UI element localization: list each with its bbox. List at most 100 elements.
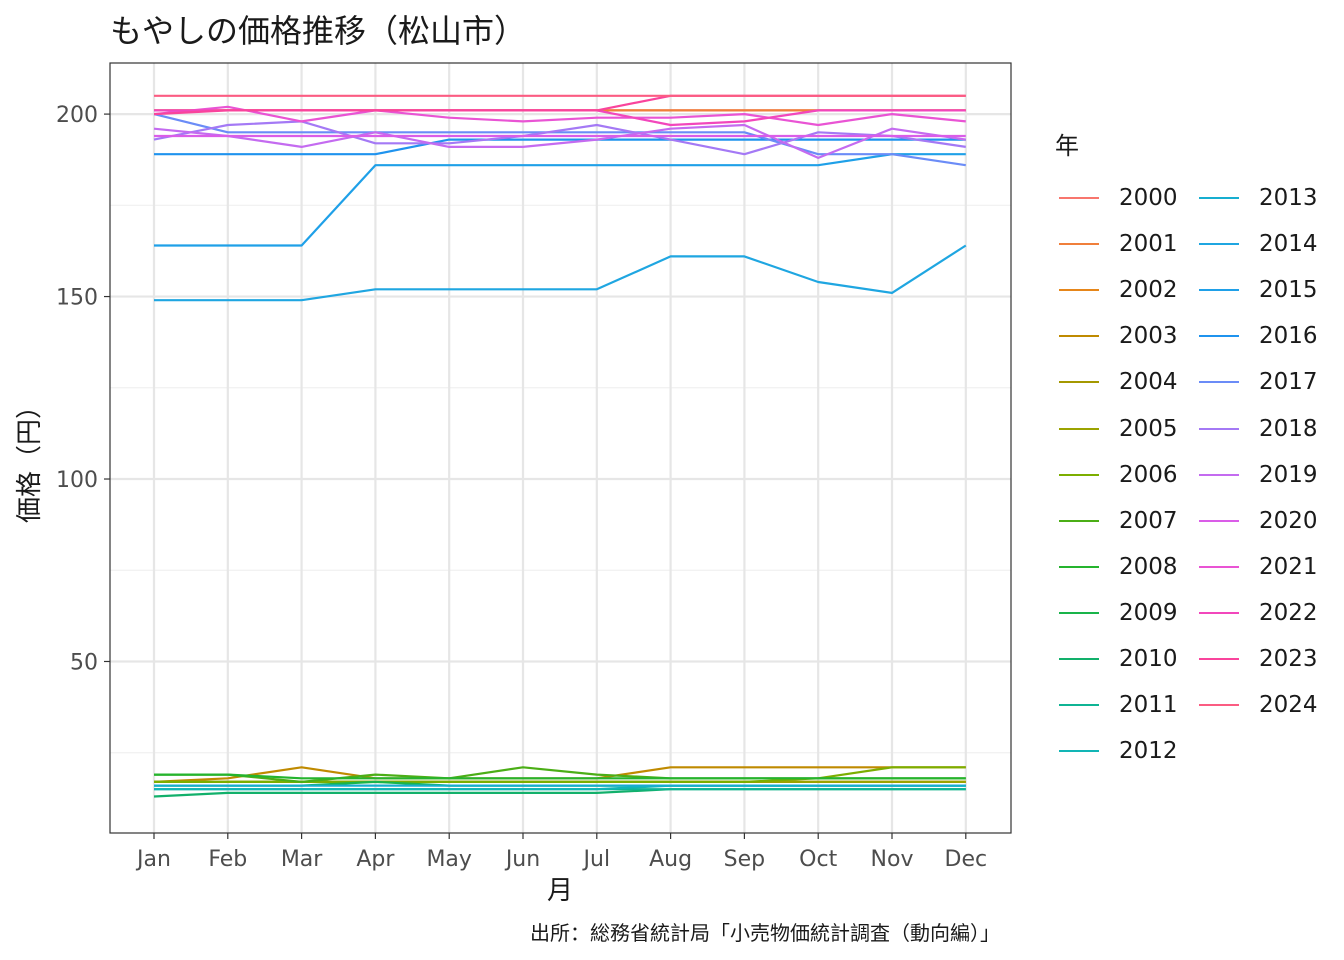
x-tick-label: Dec [945, 847, 988, 872]
legend-item-2008: 2008 [1055, 544, 1195, 590]
legend-item-2013: 2013 [1195, 175, 1335, 221]
legend-item-2007: 2007 [1055, 498, 1195, 544]
legend-label: 2005 [1119, 415, 1178, 442]
legend-label: 2017 [1259, 369, 1318, 396]
legend-item-2019: 2019 [1195, 452, 1335, 498]
legend-label: 2002 [1119, 277, 1178, 304]
legend-item-2020: 2020 [1195, 498, 1335, 544]
legend-item-2004: 2004 [1055, 359, 1195, 405]
legend-swatch [1199, 243, 1239, 246]
legend-swatch [1059, 197, 1099, 200]
legend-label: 2008 [1119, 553, 1178, 580]
legend-item-2022: 2022 [1195, 590, 1335, 636]
legend-label: 2004 [1119, 369, 1178, 396]
legend-label: 2015 [1259, 277, 1318, 304]
legend-label: 2009 [1119, 599, 1178, 626]
axis-layer: 50 100 150 200 Jan Feb Mar Apr May Jun Jul Aug Sep Oc… [56, 103, 987, 872]
legend-swatch [1059, 750, 1099, 753]
legend-item-2012: 2012 [1055, 728, 1195, 774]
legend-item-2001: 2001 [1055, 221, 1195, 267]
legend-swatch [1199, 197, 1239, 200]
legend-swatch [1059, 289, 1099, 292]
source-caption: 出所：総務省統計局「小売物価統計調査（動向編）」 [530, 921, 1000, 945]
x-tick-label: Sep [724, 847, 765, 872]
x-axis-title: 月 [547, 876, 573, 906]
y-tick-label: 100 [56, 468, 98, 493]
chart-title: もやしの価格推移（松山市） [110, 12, 527, 50]
legend-label: 2001 [1119, 231, 1178, 258]
legend-item-2014: 2014 [1195, 221, 1335, 267]
legend-swatch [1059, 565, 1099, 568]
legend-label: 2023 [1259, 645, 1318, 672]
legend-item-2000: 2000 [1055, 175, 1195, 221]
legend-item-2018: 2018 [1195, 405, 1335, 451]
legend-label: 2016 [1259, 323, 1318, 350]
legend-item-2024: 2024 [1195, 682, 1335, 728]
y-tick-label: 150 [56, 286, 98, 311]
legend-item-2015: 2015 [1195, 267, 1335, 313]
legend-label: 2013 [1259, 185, 1318, 212]
series-line-2016 [154, 138, 966, 156]
y-tick-label: 200 [56, 103, 98, 128]
legend-item-2003: 2003 [1055, 313, 1195, 359]
legend-swatch [1199, 565, 1239, 568]
legend-label: 2018 [1259, 415, 1318, 442]
legend-swatch [1199, 657, 1239, 660]
legend-label: 2024 [1259, 692, 1318, 719]
legend-label: 2007 [1119, 507, 1178, 534]
legend-swatch [1059, 427, 1099, 430]
x-tick-label: Jan [135, 847, 171, 872]
legend-label: 2006 [1119, 461, 1178, 488]
legend-item-2009: 2009 [1055, 590, 1195, 636]
legend-title: 年 [1055, 132, 1079, 160]
legend-item-2006: 2006 [1055, 452, 1195, 498]
plot-panel-border [109, 62, 1012, 834]
legend-label: 2000 [1119, 185, 1178, 212]
legend-swatch [1199, 611, 1239, 614]
legend-swatch [1199, 473, 1239, 476]
legend-swatch [1199, 381, 1239, 384]
x-tick-label: Jun [504, 847, 540, 872]
series-layer [153, 94, 967, 798]
series-line-2021 [153, 105, 966, 127]
legend-swatch [1059, 473, 1099, 476]
legend-swatch [1199, 704, 1239, 707]
legend-label: 2019 [1259, 461, 1318, 488]
legend-swatch [1199, 335, 1239, 338]
legend-swatch [1059, 704, 1099, 707]
legend-item-2011: 2011 [1055, 682, 1195, 728]
x-tick-label: Apr [356, 847, 395, 872]
x-tick-label: Nov [871, 847, 914, 872]
legend-item-2005: 2005 [1055, 405, 1195, 451]
legend-swatch [1059, 519, 1099, 522]
series-line-2008 [154, 773, 966, 780]
legend-swatch [1199, 289, 1239, 292]
x-tick-label: Aug [649, 847, 692, 872]
series-line-2014 [154, 244, 967, 302]
legend-swatch [1059, 335, 1099, 338]
legend-item-2016: 2016 [1195, 313, 1335, 359]
legend-item-2010: 2010 [1055, 636, 1195, 682]
legend: 年 2000 2001 2002 2003 2004 2005 2006 2007 2008 20… [1055, 126, 1335, 774]
legend-label: 2021 [1259, 553, 1318, 580]
legend-label: 2003 [1119, 323, 1178, 350]
legend-label: 2020 [1259, 507, 1318, 534]
legend-item-2017: 2017 [1195, 359, 1335, 405]
legend-label: 2011 [1119, 692, 1178, 719]
legend-label: 2010 [1119, 645, 1178, 672]
legend-item-2023: 2023 [1195, 636, 1335, 682]
x-tick-label: Jul [582, 847, 611, 872]
legend-swatch [1059, 657, 1099, 660]
y-tick-label: 50 [70, 650, 98, 675]
legend-swatch [1059, 243, 1099, 246]
x-tick-label: May [426, 847, 471, 872]
legend-grid: 2000 2001 2002 2003 2004 2005 2006 2007 2008 2009… [1055, 175, 1335, 774]
series-line-2015 [154, 153, 966, 247]
series-line-2018 [153, 120, 966, 156]
legend-label: 2014 [1259, 231, 1318, 258]
legend-swatch [1059, 381, 1099, 384]
legend-swatch [1059, 611, 1099, 614]
x-tick-label: Feb [208, 847, 247, 872]
x-tick-label: Mar [281, 847, 323, 872]
